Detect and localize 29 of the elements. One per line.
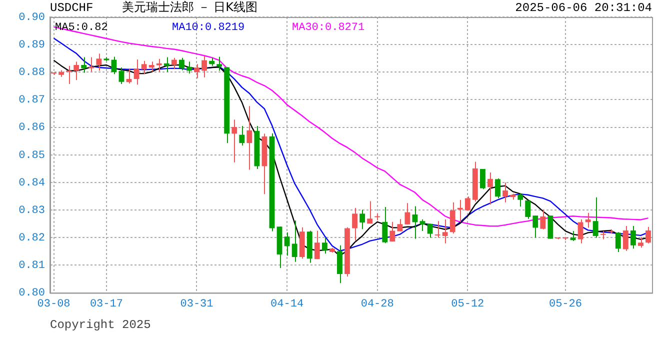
candlestick — [66, 65, 72, 85]
y-tick-label: 0.89 — [18, 39, 45, 52]
chart-title: 美元瑞士法郎 － 日K线图 — [122, 0, 258, 14]
text: MA5:0.82 — [55, 22, 108, 34]
text: 2025-06-06 20:31:04 — [515, 1, 652, 16]
text: Copyright 2025 — [50, 318, 151, 332]
candlestick — [58, 70, 64, 78]
y-tick-label: 0.84 — [18, 177, 46, 190]
x-tick-label: 04-28 — [360, 298, 394, 310]
y-tick-label: 0.88 — [18, 67, 45, 80]
x-tick-label: 03-17 — [90, 298, 123, 310]
y-tick-label: 0.90 — [18, 12, 45, 24]
y-tick-label: 0.87 — [18, 94, 45, 107]
text: MA30:0.8271 — [292, 22, 366, 34]
y-tick-label: 0.81 — [18, 260, 46, 272]
y-tick-label: 0.82 — [18, 232, 45, 245]
y-tick-label: 0.85 — [18, 150, 45, 162]
x-tick-label: 05-26 — [548, 298, 582, 310]
chart-subtitle: USDCHF — [50, 1, 94, 16]
text: MA10:0.8219 — [172, 22, 245, 34]
y-tick-label: 0.80 — [18, 288, 45, 300]
candlestick — [104, 56, 110, 62]
candlestick — [88, 56, 94, 72]
x-tick-label: 03-08 — [37, 298, 70, 310]
y-tick-label: 0.83 — [18, 204, 45, 217]
x-tick-label: 04-14 — [270, 298, 304, 310]
x-tick-label: 03-31 — [180, 298, 214, 310]
y-tick-label: 0.86 — [18, 122, 45, 134]
x-tick-label: 05-12 — [451, 298, 484, 310]
